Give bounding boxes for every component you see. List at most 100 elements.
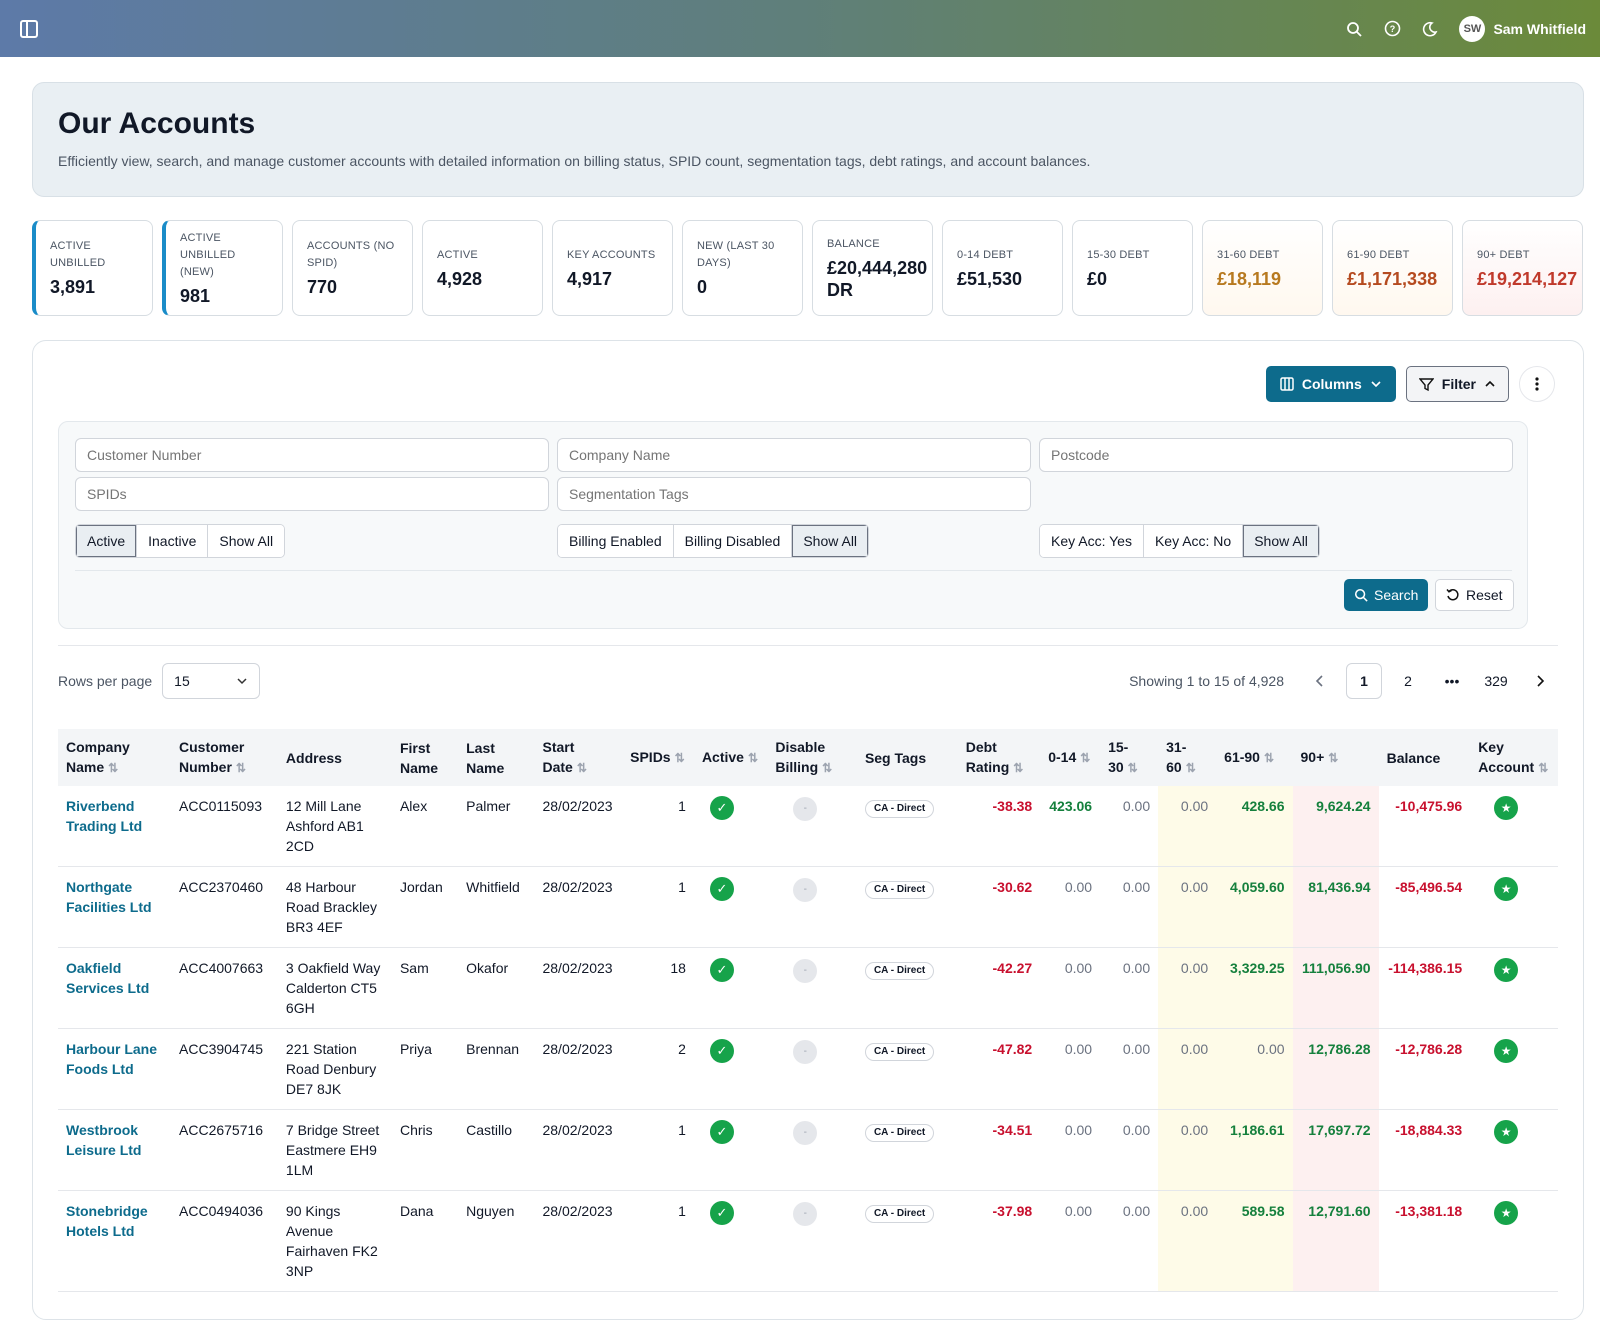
col-rating[interactable]: Debt Rating ⇅	[957, 729, 1041, 786]
debt-d31-cell: 0.00	[1158, 1028, 1217, 1110]
page-button[interactable]: 2	[1404, 673, 1412, 689]
stat-card[interactable]: ACCOUNTS (NO SPID) 770	[292, 220, 413, 316]
status-inactive-button[interactable]: Inactive	[137, 525, 209, 557]
billing-disabled-button[interactable]: Billing Disabled	[673, 525, 793, 557]
star-icon[interactable]: ★	[1494, 1201, 1519, 1225]
key-acc-no-button[interactable]: Key Acc: No	[1143, 525, 1244, 557]
segmentation-tags-input[interactable]	[557, 477, 1031, 511]
col-start[interactable]: Start Date ⇅	[534, 729, 623, 786]
col-key-label: Key Account	[1478, 739, 1535, 775]
sort-icon[interactable]: ⇅	[1013, 761, 1024, 775]
sort-icon[interactable]: ⇅	[747, 751, 759, 765]
table-row[interactable]: Northgate Facilities Ltd ACC2370460 48 Har…	[58, 866, 1558, 948]
sort-icon[interactable]: ⇅	[1185, 761, 1196, 775]
col-spids-label: SPIDs	[630, 749, 671, 765]
stat-card[interactable]: 90+ DEBT £19,214,127	[1462, 220, 1583, 316]
sort-icon[interactable]: ⇅	[822, 761, 833, 775]
sort-icon[interactable]: ⇅	[1538, 761, 1549, 775]
col-d31[interactable]: 31-60 ⇅	[1158, 729, 1217, 786]
star-icon[interactable]: ★	[1494, 1120, 1519, 1144]
stat-value: 4,928	[437, 268, 483, 289]
col-address: Address	[277, 729, 392, 786]
rows-per-page-select[interactable]: 15	[162, 663, 261, 699]
spids-input[interactable]	[75, 477, 549, 511]
filter-button[interactable]: Filter	[1405, 366, 1509, 402]
company-name-link[interactable]: Harbour Lane Foods Ltd	[58, 1028, 172, 1110]
company-name-input[interactable]	[557, 438, 1031, 472]
table-row[interactable]: Stonebridge Hotels Ltd ACC0494036 90 Kings…	[58, 1190, 1558, 1292]
company-name-link[interactable]: Riverbend Trading Ltd	[58, 786, 172, 867]
help-icon[interactable]: ?	[1383, 20, 1401, 38]
sort-icon[interactable]: ⇅	[674, 751, 685, 765]
more-options-icon[interactable]	[1519, 366, 1555, 402]
stat-card[interactable]: BALANCE £20,444,280 DR	[812, 220, 933, 316]
dash-circle-icon: -	[793, 1202, 818, 1226]
billing-show-all-button[interactable]: Show All	[792, 525, 869, 557]
stat-card[interactable]: ACTIVE UNBILLED (NEW) 981	[162, 220, 283, 316]
status-active-button[interactable]: Active	[76, 525, 138, 557]
sort-icon[interactable]: ⇅	[1080, 751, 1091, 765]
active-cell: ✓	[693, 1109, 768, 1191]
sort-icon[interactable]: ⇅	[1263, 751, 1275, 765]
start-date-cell: 28/02/2023	[534, 866, 623, 948]
sidebar-toggle-icon[interactable]	[20, 19, 38, 38]
table-row[interactable]: Harbour Lane Foods Ltd ACC3904745 221 Stat…	[58, 1028, 1558, 1110]
page-button-current[interactable]: 1	[1346, 663, 1382, 699]
col-d0[interactable]: 0-14 ⇅	[1040, 729, 1101, 786]
stat-card[interactable]: ACTIVE UNBILLED 3,891	[32, 220, 153, 316]
status-show-all-button[interactable]: Show All	[208, 525, 285, 557]
col-d15-label: 15-30	[1108, 739, 1129, 775]
star-icon[interactable]: ★	[1494, 796, 1519, 820]
company-name-link[interactable]: Northgate Facilities Ltd	[58, 866, 172, 948]
key-acc-show-all-button[interactable]: Show All	[1243, 525, 1319, 557]
billing-enabled-button[interactable]: Billing Enabled	[558, 525, 674, 557]
columns-button[interactable]: Columns	[1265, 366, 1396, 402]
debt-d61-cell: 589.58	[1216, 1190, 1293, 1292]
stat-card[interactable]: 31-60 DEBT £18,119	[1202, 220, 1323, 316]
stat-card[interactable]: KEY ACCOUNTS 4,917	[552, 220, 673, 316]
sort-icon[interactable]: ⇅	[235, 761, 246, 775]
customer-number-input[interactable]	[75, 438, 549, 472]
col-d90[interactable]: 90+ ⇅	[1292, 729, 1379, 786]
company-name-link[interactable]: Stonebridge Hotels Ltd	[58, 1190, 172, 1292]
col-key[interactable]: Key Account ⇅	[1470, 729, 1558, 786]
col-active[interactable]: Active ⇅	[693, 729, 768, 786]
search-button[interactable]: Search	[1344, 579, 1429, 611]
col-d15[interactable]: 15-30 ⇅	[1100, 729, 1159, 786]
table-row[interactable]: Westbrook Leisure Ltd ACC2675716 7 Bridge …	[58, 1109, 1558, 1191]
col-company[interactable]: Company Name ⇅	[58, 729, 172, 786]
col-disable[interactable]: Disable Billing ⇅	[767, 729, 857, 786]
stat-card[interactable]: 0-14 DEBT £51,530	[942, 220, 1063, 316]
col-balance: Balance	[1378, 729, 1471, 786]
col-custno[interactable]: Customer Number ⇅	[171, 729, 278, 786]
col-d0-label: 0-14	[1048, 749, 1077, 765]
table-row[interactable]: Riverbend Trading Ltd ACC0115093 12 Mill L…	[58, 786, 1558, 867]
chevron-up-icon	[1485, 380, 1495, 387]
col-spids[interactable]: SPIDs ⇅	[622, 729, 694, 786]
table-row[interactable]: Oakfield Services Ltd ACC4007663 3 Oakfiel…	[58, 947, 1558, 1029]
stat-card[interactable]: ACTIVE 4,928	[422, 220, 543, 316]
reset-button[interactable]: Reset	[1435, 579, 1514, 611]
star-icon[interactable]: ★	[1494, 1039, 1519, 1063]
sort-icon[interactable]: ⇅	[1328, 751, 1339, 765]
sort-icon[interactable]: ⇅	[576, 761, 587, 775]
stat-card[interactable]: 61-90 DEBT £1,171,338	[1332, 220, 1453, 316]
sort-icon[interactable]: ⇅	[1127, 761, 1138, 775]
first-name-cell: Jordan	[391, 866, 459, 948]
search-icon[interactable]	[1345, 20, 1363, 38]
user-menu[interactable]: SW Sam Whitfield	[1459, 15, 1586, 42]
prev-page-icon[interactable]	[1302, 663, 1338, 699]
stat-card[interactable]: NEW (LAST 30 DAYS) 0	[682, 220, 803, 316]
star-icon[interactable]: ★	[1494, 958, 1519, 982]
col-d61[interactable]: 61-90 ⇅	[1216, 729, 1293, 786]
key-acc-yes-button[interactable]: Key Acc: Yes	[1040, 525, 1144, 557]
stat-card[interactable]: 15-30 DEBT £0	[1072, 220, 1193, 316]
moon-icon[interactable]	[1421, 20, 1439, 38]
postcode-input[interactable]	[1039, 438, 1513, 472]
star-icon[interactable]: ★	[1494, 877, 1519, 901]
page-button[interactable]: 329	[1484, 673, 1508, 689]
sort-icon[interactable]: ⇅	[108, 761, 119, 775]
company-name-link[interactable]: Westbrook Leisure Ltd	[58, 1109, 172, 1191]
company-name-link[interactable]: Oakfield Services Ltd	[58, 947, 172, 1029]
next-page-icon[interactable]	[1522, 663, 1558, 699]
